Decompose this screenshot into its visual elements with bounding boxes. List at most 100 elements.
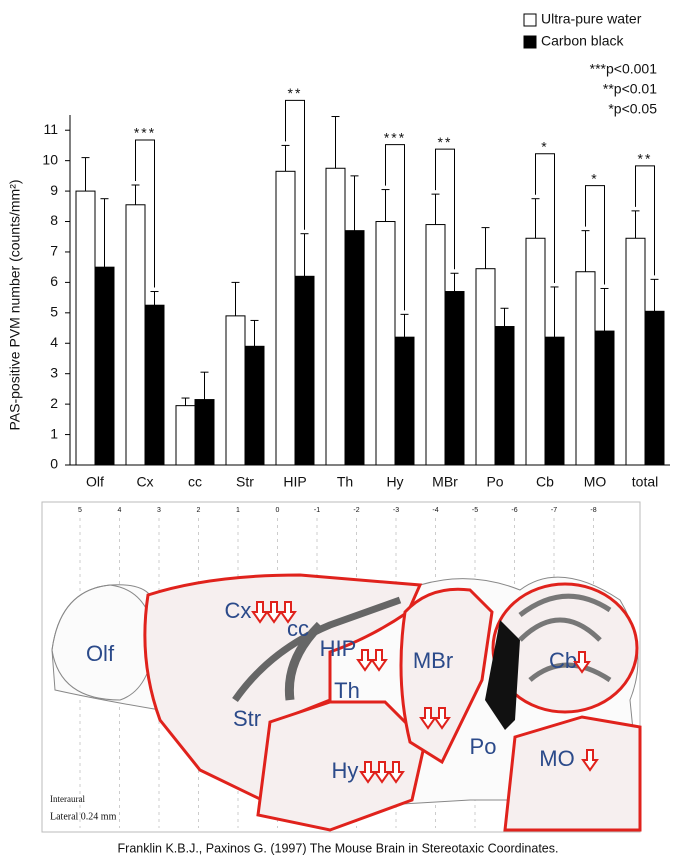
bar — [144, 304, 165, 466]
bar — [444, 291, 465, 466]
y-tick-label: 10 — [42, 151, 58, 167]
x-tick-label: MO — [584, 474, 607, 490]
decrease-arrow — [373, 761, 391, 784]
region-label: Cb — [549, 648, 577, 673]
p-note: *p<0.05 — [608, 101, 657, 117]
bar — [375, 221, 396, 466]
fiber-tract — [232, 596, 402, 703]
bar — [544, 336, 565, 466]
region-label: Po — [470, 734, 497, 759]
region-label: cc — [287, 616, 309, 641]
bar — [325, 167, 346, 466]
significance-label: *** — [384, 129, 406, 145]
region-label: Cx — [225, 598, 252, 623]
bar — [344, 230, 365, 466]
y-tick-label: 9 — [50, 182, 58, 198]
diagram-scale: -7 — [551, 507, 557, 514]
y-tick-label: 3 — [50, 364, 58, 380]
diagram-scale: -3 — [393, 507, 399, 514]
bar — [194, 399, 215, 466]
region-label: Hy — [332, 758, 359, 783]
decrease-arrow — [387, 761, 405, 784]
bar — [394, 336, 415, 466]
bar — [175, 405, 196, 466]
region-label: MO — [539, 746, 574, 771]
y-tick-label: 7 — [50, 243, 58, 259]
decrease-arrow — [279, 601, 297, 624]
decrease-arrow — [419, 707, 437, 730]
x-tick-label: Cb — [536, 474, 554, 490]
caption: Franklin K.B.J., Paxinos G. (1997) The M… — [118, 841, 559, 855]
p-note: **p<0.01 — [603, 81, 657, 97]
diagram-scale: 2 — [197, 507, 201, 514]
diagram-scale: 5 — [78, 507, 82, 514]
diagram-scale: -1 — [314, 507, 320, 514]
bar — [494, 326, 515, 466]
region-outline — [503, 715, 642, 832]
significance-bracket — [435, 148, 455, 270]
bar — [275, 170, 296, 466]
interaural-label: Interaural — [50, 794, 85, 804]
significance-bracket — [385, 144, 405, 311]
diagram-scale: 1 — [236, 507, 240, 514]
y-tick-label: 4 — [50, 334, 58, 350]
significance-label: * — [541, 138, 548, 154]
diagram-scale: 3 — [157, 507, 161, 514]
significance-label: * — [591, 170, 598, 186]
ventricle — [485, 620, 520, 730]
diagram-scale: 0 — [276, 507, 280, 514]
bar — [475, 268, 496, 466]
x-tick-label: HIP — [283, 474, 306, 490]
brain-diagram: 5 4 3 2 1 0 -1 -2 -3 -4 -5 -6 -7 -8 Olf Cx cc HIP Th Str MBr… — [41, 501, 642, 833]
diagram-scale: -4 — [432, 507, 438, 514]
region-label: Th — [334, 678, 360, 703]
x-tick-label: Cx — [136, 474, 153, 490]
bar — [575, 271, 596, 466]
significance-label: *** — [134, 125, 156, 141]
y-tick-label: 0 — [50, 456, 58, 472]
bar — [425, 224, 446, 466]
decrease-arrow — [581, 749, 599, 772]
decrease-arrow — [433, 707, 451, 730]
y-tick-label: 11 — [43, 121, 58, 137]
legend-label: Carbon black — [541, 33, 624, 49]
decrease-arrow — [251, 601, 269, 624]
p-note: ***p<0.001 — [590, 61, 658, 77]
diagram-scale: 4 — [118, 507, 122, 514]
y-axis-label: PAS-positive PVM number (counts/mm²) — [7, 179, 23, 430]
bar — [225, 315, 246, 466]
significance-bracket — [285, 99, 305, 230]
bar — [125, 204, 146, 466]
region-label: Olf — [86, 641, 115, 666]
x-tick-label: Olf — [86, 474, 104, 490]
region-outline — [143, 573, 423, 803]
diagram-scale: -5 — [472, 507, 478, 514]
bar — [294, 275, 315, 466]
y-tick-label: 1 — [50, 425, 58, 441]
legend-swatch — [523, 13, 537, 27]
x-tick-label: MBr — [432, 474, 458, 490]
legend-swatch — [523, 35, 537, 49]
region-label: HIP — [320, 636, 357, 661]
diagram-scale: -2 — [353, 507, 359, 514]
y-tick-label: 5 — [50, 304, 58, 320]
x-tick-label: cc — [188, 474, 202, 490]
x-tick-label: total — [632, 474, 658, 490]
decrease-arrow — [265, 601, 283, 624]
significance-bracket — [635, 165, 655, 276]
significance-bracket — [585, 185, 605, 285]
lateral-label: Lateral 0.24 mm — [50, 811, 117, 822]
bar — [525, 237, 546, 466]
region-label: MBr — [413, 648, 453, 673]
region-outline — [491, 582, 639, 714]
region-outline — [256, 700, 427, 832]
bar — [594, 330, 615, 466]
decrease-arrow — [370, 649, 388, 672]
decrease-arrow — [573, 651, 591, 674]
decrease-arrow — [359, 761, 377, 784]
bar — [644, 310, 665, 466]
diagram-scale: -6 — [511, 507, 517, 514]
significance-bracket — [135, 139, 155, 288]
bar — [75, 190, 96, 466]
